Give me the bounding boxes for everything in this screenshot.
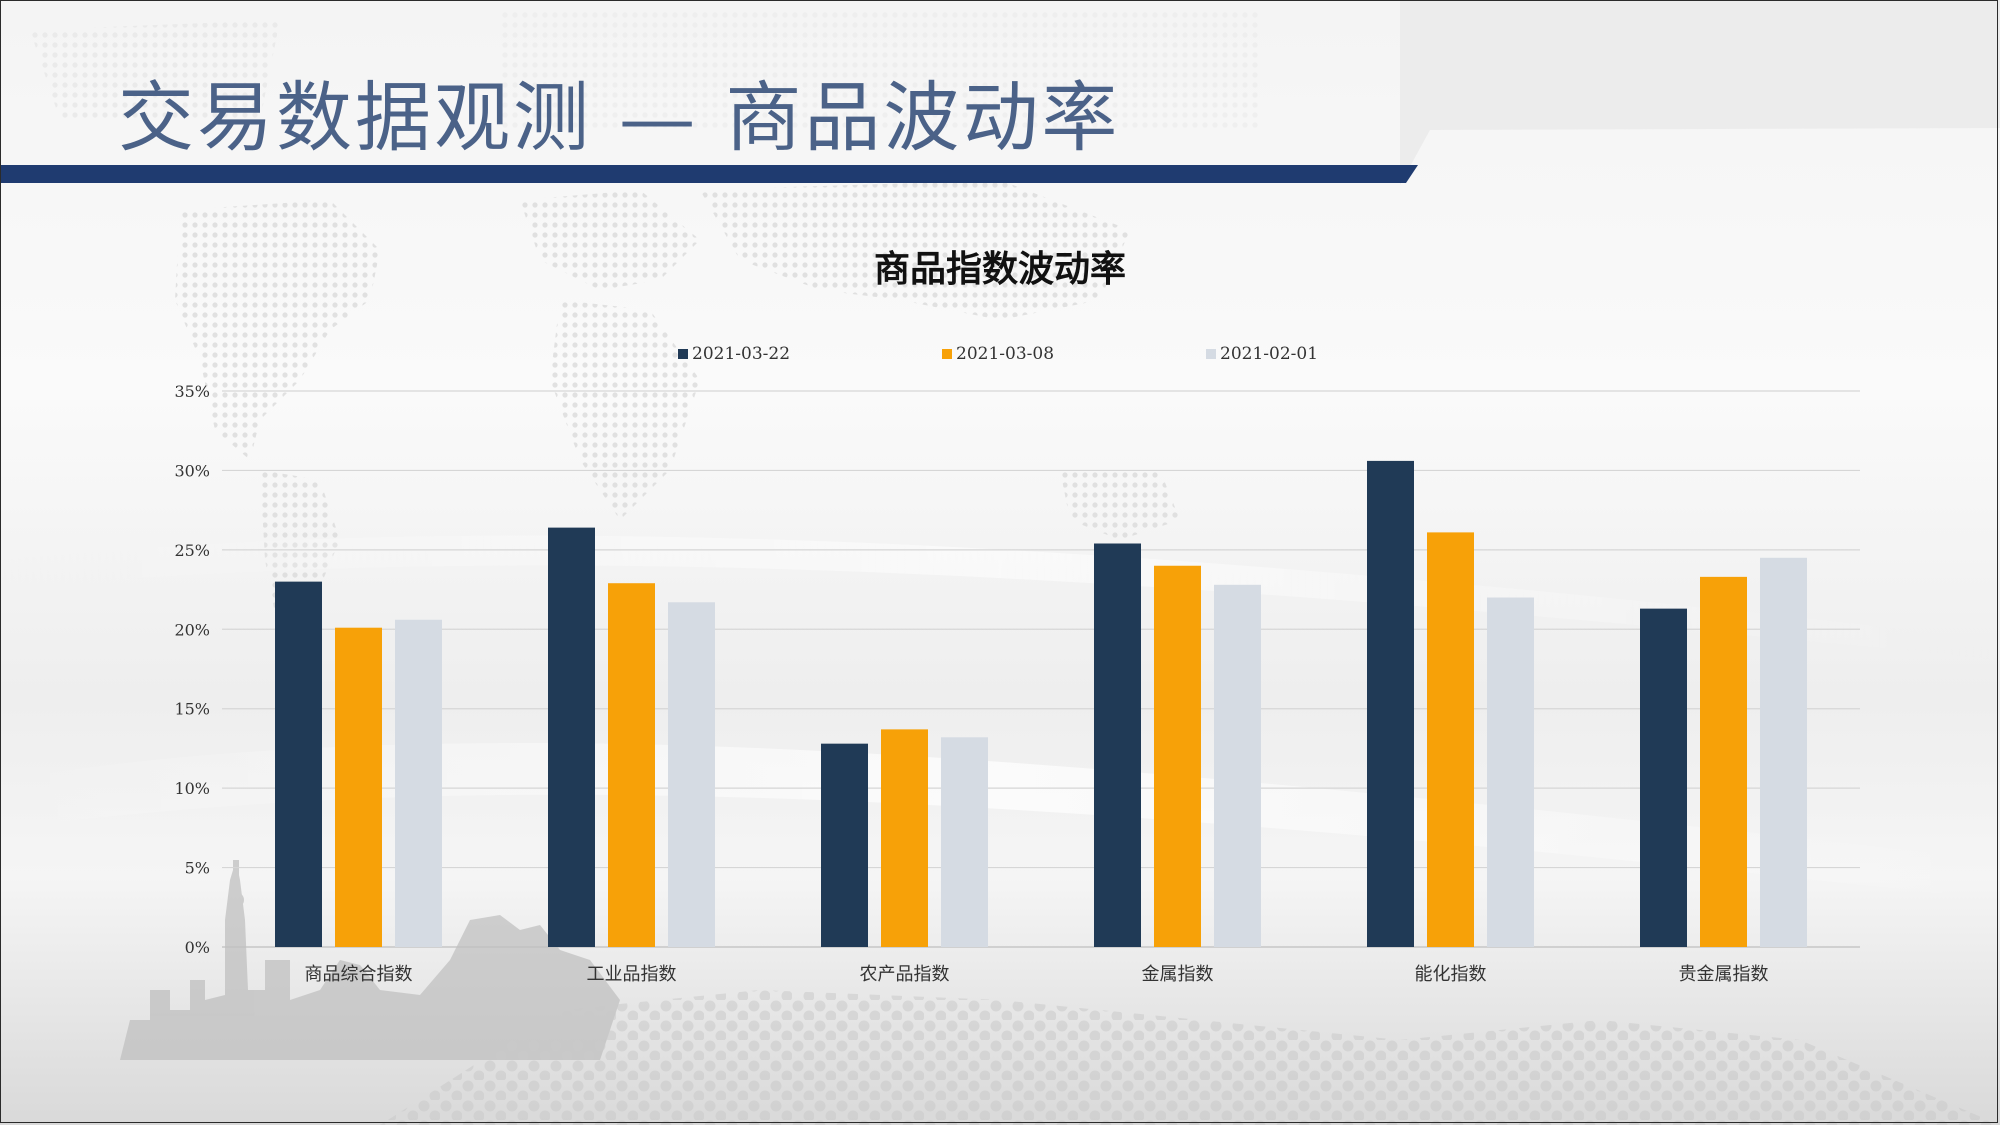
bar-series-2 [608, 583, 655, 947]
bar-series-3 [668, 602, 715, 947]
legend-item-series-2: 2021-03-08 [942, 344, 1054, 364]
legend-swatch-series-3 [1206, 349, 1216, 359]
bar-series-1 [1367, 460, 1414, 947]
legend-label-series-2: 2021-03-08 [956, 344, 1055, 364]
y-tick-label: 10% [174, 779, 210, 798]
y-tick-label: 30% [174, 461, 210, 480]
bar-series-3 [1487, 597, 1534, 947]
bar-series-2 [1154, 565, 1201, 947]
x-category-label: 商品综合指数 [305, 964, 413, 985]
chart-title: 商品指数波动率 [873, 249, 1126, 290]
world-map-dots [30, 10, 1260, 640]
city-skyline [120, 860, 620, 1060]
legend-item-series-3: 2021-02-01 [1206, 344, 1318, 364]
x-category-label: 能化指数 [1415, 964, 1487, 985]
header-panel [1400, 0, 2000, 185]
header-bar [0, 165, 1418, 183]
legend-swatch-series-2 [942, 349, 952, 359]
bar-series-2 [335, 627, 382, 947]
y-tick-label: 15% [174, 700, 210, 719]
bar-series-3 [1214, 584, 1261, 947]
legend-item-series-1: 2021-03-22 [678, 344, 790, 364]
y-tick-label: 5% [185, 859, 210, 878]
y-tick-label: 25% [174, 541, 210, 560]
x-category-label: 贵金属指数 [1679, 964, 1769, 985]
bar-series-3 [941, 737, 988, 947]
light-swoosh [0, 535, 2000, 660]
bar-series-1 [821, 743, 868, 947]
slide-title: 交易数据观测 — 商品波动率 [118, 73, 1121, 162]
light-swoosh [0, 742, 2000, 900]
y-tick-label: 0% [185, 938, 210, 957]
bar-series-3 [1760, 557, 1807, 947]
bar-series-1 [1640, 608, 1687, 947]
honeycomb-dots [380, 990, 2000, 1125]
y-tick-label: 20% [174, 620, 210, 639]
y-tick-label: 35% [174, 382, 210, 401]
x-category-label: 金属指数 [1142, 964, 1214, 985]
bar-series-2 [1700, 576, 1747, 947]
legend-swatch-series-1 [678, 349, 688, 359]
x-category-label: 农产品指数 [860, 964, 950, 985]
bar-series-1 [548, 527, 595, 947]
x-category-label: 工业品指数 [587, 964, 677, 985]
chart-legend: 2021-03-22 2021-03-08 2021-02-01 [0, 344, 2000, 368]
bar-series-2 [1427, 532, 1474, 947]
bar-series-2 [881, 729, 928, 947]
legend-label-series-3: 2021-02-01 [1220, 344, 1319, 364]
bar-series-3 [395, 619, 442, 947]
bar-series-1 [275, 581, 322, 947]
bar-series-1 [1094, 543, 1141, 947]
legend-label-series-1: 2021-03-22 [692, 344, 791, 364]
